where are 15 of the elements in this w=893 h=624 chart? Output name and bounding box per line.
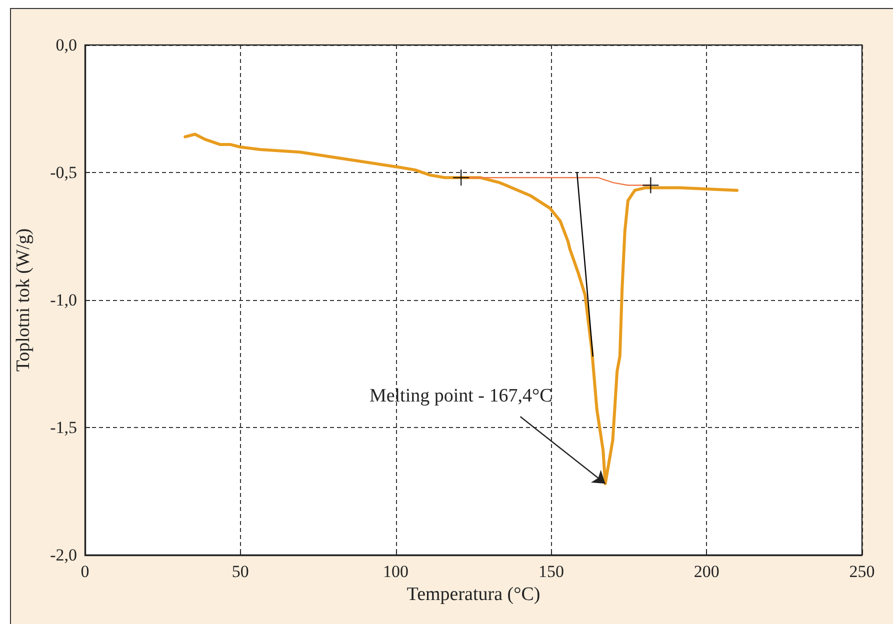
x-tick-label: 250	[849, 562, 875, 581]
y-tick-label: 0,0	[56, 36, 77, 54]
y-tick-label: -2,0	[50, 546, 77, 564]
x-axis-title: Temperatura (°C)	[406, 584, 540, 605]
x-tick-label: 100	[383, 562, 409, 581]
annotation: Melting point - 167,4°C	[369, 386, 552, 407]
x-tick-label: 0	[80, 562, 90, 581]
x-tick-label: 200	[694, 562, 720, 581]
y-tick-label: -1,0	[50, 290, 77, 310]
line-series	[184, 132, 739, 486]
x-tick-label: 150	[538, 562, 564, 581]
y-tick-label: -1,5	[50, 418, 77, 437]
y-axis-title: Toplotni tok (W/g)	[13, 228, 34, 372]
y-tick-label: -0,5	[50, 163, 77, 182]
x-tick-label: 50	[232, 562, 249, 581]
